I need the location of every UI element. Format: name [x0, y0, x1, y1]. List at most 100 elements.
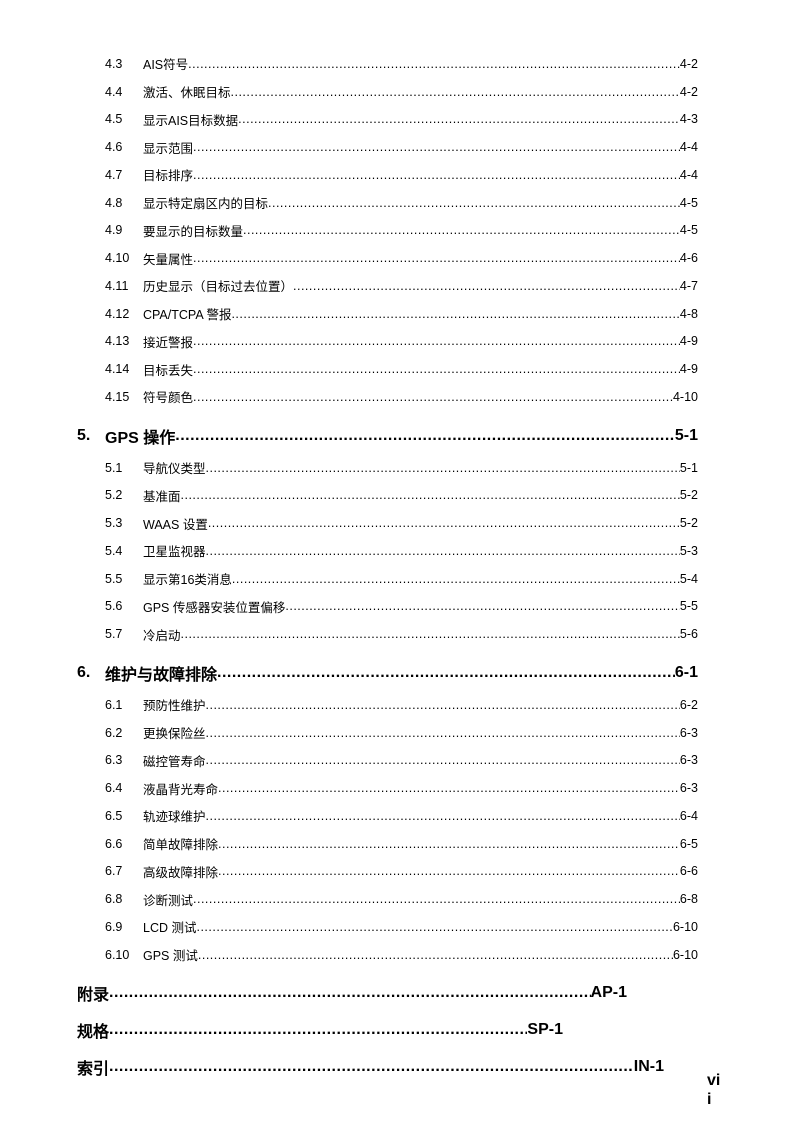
- toc-backmatter-entry[interactable]: 规格 SP-1: [77, 1011, 563, 1048]
- dot-leader: [206, 809, 680, 823]
- toc-section-entry[interactable]: 4.5 显示AIS目标数据 4-3: [105, 106, 698, 134]
- entry-page: 4-5: [679, 195, 698, 210]
- toc-section-entry[interactable]: 6.8 诊断测试 6-8: [105, 885, 698, 913]
- dot-leader: [218, 781, 680, 795]
- entry-title: 历史显示（目标过去位置）: [143, 280, 294, 295]
- toc-backmatter-entry[interactable]: 索引 IN-1: [77, 1048, 664, 1085]
- entry-title: 冷启动: [143, 628, 181, 643]
- entry-page: 6-5: [679, 836, 698, 851]
- toc-section-entry[interactable]: 6.2 更换保险丝 6-3: [105, 719, 698, 747]
- dot-leader: [293, 279, 680, 293]
- entry-title: 符号颜色: [143, 391, 194, 406]
- toc-section-entry[interactable]: 4.8 显示特定扇区内的目标 4-5: [105, 189, 698, 217]
- entry-number: 6.10: [105, 947, 130, 962]
- toc-section-entry[interactable]: 6.7 高级故障排除 6-6: [105, 858, 698, 886]
- dot-leader: [109, 984, 591, 1002]
- entry-page: 5-2: [679, 516, 698, 531]
- toc-section-entry[interactable]: 5.3 WAAS 设置 5-2: [105, 509, 698, 537]
- entry-number: 5.1: [105, 460, 123, 475]
- toc-section-entry[interactable]: 5.1 导航仪类型 5-1: [105, 454, 698, 482]
- toc-section-entry[interactable]: 5.2 基准面 5-2: [105, 482, 698, 510]
- page-number-line2: i: [707, 1091, 712, 1108]
- toc-section-entry[interactable]: 4.6 显示范围 4-4: [105, 133, 698, 161]
- toc-section-entry[interactable]: 5.6 GPS 传感器安装位置偏移 5-5: [105, 593, 698, 621]
- toc-section-entry[interactable]: 4.12 CPA/TCPA 警报 4-8: [105, 300, 698, 328]
- toc-section-entry[interactable]: 6.3 磁控管寿命 6-3: [105, 747, 698, 775]
- toc-section-entry[interactable]: 4.3 AIS符号 4-2: [105, 50, 698, 78]
- toc-section-entry[interactable]: 6.10 GPS 测试 6-10: [105, 941, 698, 969]
- entry-page: 4-6: [679, 251, 698, 266]
- dot-leader: [206, 544, 680, 558]
- toc-section-entry[interactable]: 6.9 LCD 测试 6-10: [105, 913, 698, 941]
- toc-section-entry[interactable]: 4.13 接近警报 4-9: [105, 328, 698, 356]
- entry-title: 简单故障排除: [143, 838, 219, 853]
- entry-page: 6-10: [672, 919, 698, 934]
- entry-page: 5-4: [679, 571, 698, 586]
- entry-number: 4.8: [105, 195, 123, 210]
- dot-leader: [181, 488, 680, 502]
- entry-page: 4-9: [679, 334, 698, 349]
- toc-section-entry[interactable]: 6.5 轨迹球维护 6-4: [105, 802, 698, 830]
- dot-leader: [193, 334, 680, 348]
- entry-page: 6-8: [679, 892, 698, 907]
- toc-section-entry[interactable]: 6.4 液晶背光寿命 6-3: [105, 774, 698, 802]
- toc-section-entry[interactable]: 4.11 历史显示（目标过去位置） 4-7: [105, 272, 698, 300]
- dot-leader: [193, 168, 680, 182]
- entry-number: 6.4: [105, 781, 123, 796]
- dot-leader: [193, 140, 680, 154]
- entry-title: 接近警报: [143, 335, 194, 350]
- entry-number: 5.4: [105, 543, 123, 558]
- entry-number: 4.4: [105, 84, 123, 99]
- dot-leader: [188, 57, 680, 71]
- entry-page: 4-4: [679, 140, 698, 155]
- toc-section-entry[interactable]: 5.5 显示第16类消息 5-4: [105, 565, 698, 593]
- entry-title: 规格: [77, 1023, 110, 1041]
- entry-number: 4.6: [105, 140, 123, 155]
- entry-title: 显示范围: [143, 141, 194, 156]
- dot-leader: [243, 223, 680, 237]
- entry-title: 液晶背光寿命: [143, 782, 219, 797]
- entry-title: 高级故障排除: [143, 865, 219, 880]
- entry-number: 4.11: [105, 278, 129, 293]
- toc-section-entry[interactable]: 4.14 目标丢失 4-9: [105, 355, 698, 383]
- toc-section-entry[interactable]: 4.7 目标排序 4-4: [105, 161, 698, 189]
- entry-title: 显示AIS目标数据: [143, 113, 239, 128]
- dot-leader: [181, 627, 680, 641]
- toc-section-entry[interactable]: 4.15 符号颜色 4-10: [105, 383, 698, 411]
- entry-number: 6.6: [105, 836, 123, 851]
- entry-title: GPS 测试: [143, 949, 198, 964]
- dot-leader: [193, 892, 680, 906]
- entry-number: 4.10: [105, 251, 130, 266]
- toc-section-entry[interactable]: 4.9 要显示的目标数量 4-5: [105, 217, 698, 245]
- toc-backmatter-entry[interactable]: 附录 AP-1: [77, 974, 627, 1011]
- entry-number: 4.15: [105, 389, 130, 404]
- dot-leader: [175, 427, 675, 445]
- toc-section-entry[interactable]: 4.4 激活、休眠目标 4-2: [105, 78, 698, 106]
- entry-number: 5.3: [105, 516, 123, 531]
- entry-number: 4.12: [105, 306, 130, 321]
- toc-section-entry[interactable]: 6.6 简单故障排除 6-5: [105, 830, 698, 858]
- entry-page: 6-3: [679, 753, 698, 768]
- entry-title: 目标丢失: [143, 363, 194, 378]
- toc-section-entry[interactable]: 6.1 预防性维护 6-2: [105, 691, 698, 719]
- toc-chapter-entry[interactable]: 5. GPS 操作 5-1: [77, 422, 698, 450]
- dot-leader: [238, 112, 680, 126]
- toc-chapter-entry[interactable]: 6. 维护与故障排除 6-1: [77, 659, 698, 687]
- toc-section-entry[interactable]: 4.10 矢量属性 4-6: [105, 244, 698, 272]
- entry-number: 4.14: [105, 362, 130, 377]
- entry-title: WAAS 设置: [143, 517, 208, 532]
- entry-title: 导航仪类型: [143, 462, 206, 477]
- toc-section-entry[interactable]: 5.4 卫星监视器 5-3: [105, 537, 698, 565]
- entry-title: 索引: [77, 1060, 110, 1078]
- entry-number: 6.8: [105, 892, 123, 907]
- entry-title: 显示第16类消息: [143, 573, 232, 588]
- entry-page: 6-10: [672, 947, 698, 962]
- entry-page: SP-1: [527, 1020, 563, 1038]
- entry-number: 4.7: [105, 167, 123, 182]
- entry-title: 附录: [77, 986, 110, 1004]
- entry-title: GPS 传感器安装位置偏移: [143, 600, 286, 615]
- toc-section-entry[interactable]: 5.7 冷启动 5-6: [105, 620, 698, 648]
- dot-leader: [231, 307, 679, 321]
- dot-leader: [217, 664, 675, 682]
- entry-title: GPS 操作: [105, 429, 176, 447]
